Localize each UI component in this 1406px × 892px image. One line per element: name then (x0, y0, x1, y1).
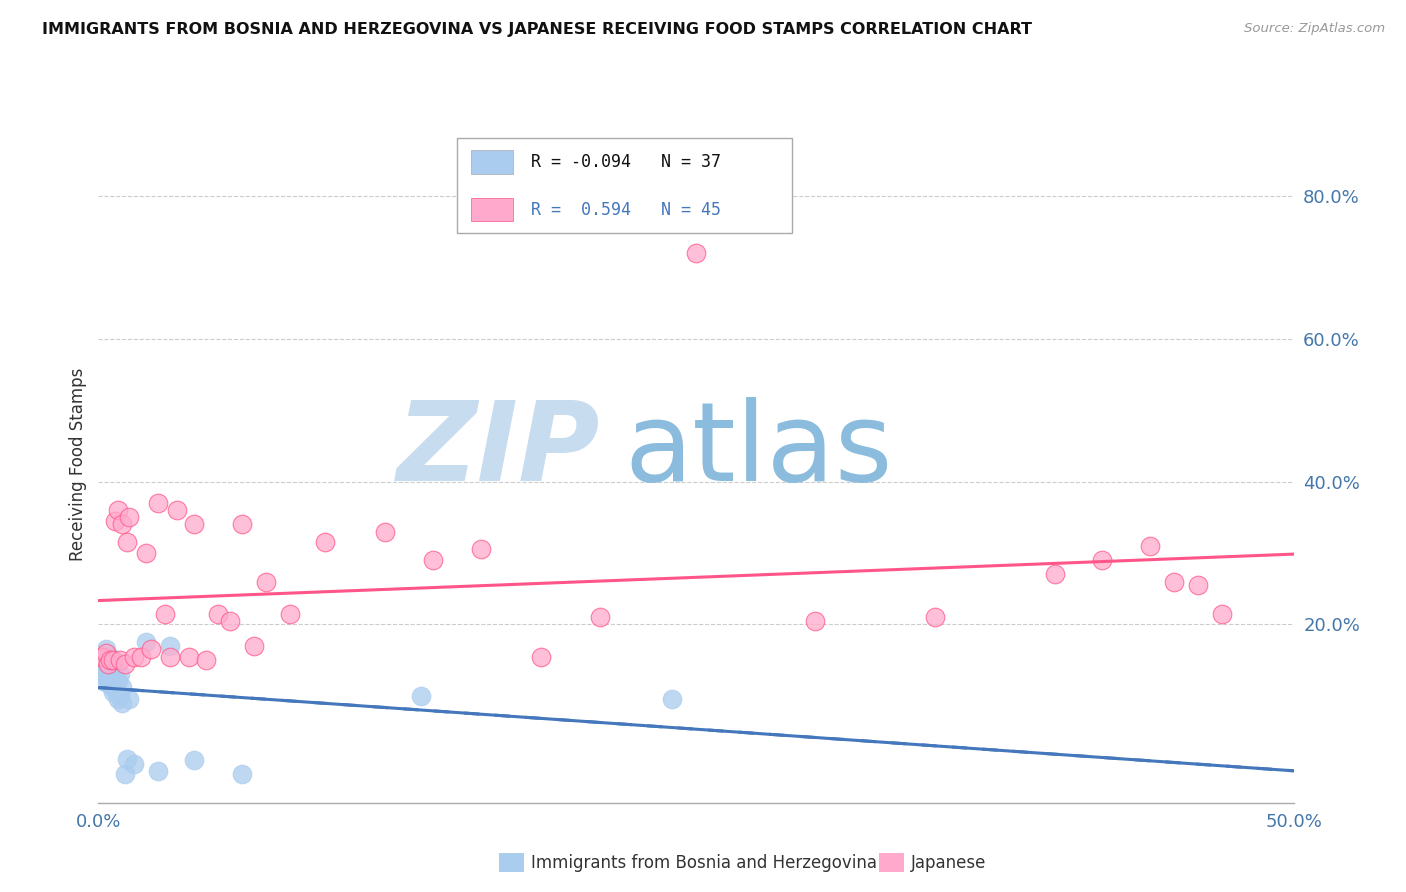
Point (207, 607, 229, 621)
Point (108, 667, 131, 681)
Point (131, 649, 153, 664)
Point (98, 649, 122, 664)
Point (118, 692, 141, 706)
Point (111, 517, 134, 532)
Point (101, 685, 124, 699)
Point (101, 676, 124, 690)
Point (124, 649, 146, 664)
Point (107, 692, 129, 706)
Point (411, 689, 433, 703)
Point (315, 535, 337, 549)
Point (91, 674, 114, 689)
Point (108, 689, 131, 703)
Point (470, 542, 492, 557)
Point (661, 692, 683, 706)
Point (111, 696, 134, 710)
Point (804, 614, 827, 628)
FancyBboxPatch shape (457, 138, 792, 234)
Point (374, 524, 396, 539)
Point (115, 535, 138, 549)
Point (104, 671, 127, 685)
Point (90, 667, 112, 681)
Point (529, 649, 551, 664)
Point (111, 680, 134, 694)
Point (94, 657, 117, 671)
Point (94, 646, 117, 660)
Point (1211, 607, 1233, 621)
Point (107, 674, 129, 689)
Point (94, 642, 117, 657)
FancyBboxPatch shape (471, 198, 513, 221)
Point (114, 767, 136, 781)
Point (115, 751, 138, 765)
Point (104, 660, 127, 674)
Point (90, 649, 112, 664)
Point (254, 574, 277, 589)
Point (97, 669, 120, 683)
Point (148, 764, 170, 778)
Text: atlas: atlas (624, 397, 893, 504)
Point (101, 665, 124, 680)
Point (108, 653, 131, 667)
Point (98, 678, 122, 692)
Text: R = -0.094   N = 37: R = -0.094 N = 37 (531, 153, 721, 171)
Point (422, 553, 444, 567)
Point (97, 662, 120, 676)
Point (104, 683, 127, 698)
Point (1187, 578, 1209, 592)
Point (135, 546, 157, 560)
Point (243, 639, 266, 653)
Point (91, 649, 114, 664)
Point (118, 510, 141, 524)
Point (219, 614, 242, 628)
Point (924, 610, 946, 624)
Point (104, 514, 127, 528)
Point (90, 653, 112, 667)
Point (139, 642, 162, 657)
Text: IMMIGRANTS FROM BOSNIA AND HERZEGOVINA VS JAPANESE RECEIVING FOOD STAMPS CORRELA: IMMIGRANTS FROM BOSNIA AND HERZEGOVINA V… (42, 22, 1032, 37)
Point (166, 503, 188, 517)
Point (1091, 553, 1114, 567)
Point (183, 753, 205, 767)
Point (97, 657, 120, 671)
Point (135, 635, 157, 649)
Point (1163, 574, 1185, 589)
Point (94, 671, 117, 685)
Point (107, 503, 129, 517)
Y-axis label: Receiving Food Stamps: Receiving Food Stamps (69, 368, 87, 560)
Point (91, 649, 114, 664)
Point (278, 607, 301, 621)
Point (98, 667, 122, 681)
Point (179, 649, 201, 664)
Text: R =  0.594   N = 45: R = 0.594 N = 45 (531, 201, 721, 219)
Point (1043, 567, 1066, 582)
Text: ZIP: ZIP (396, 397, 600, 504)
Point (91, 660, 114, 674)
Point (231, 517, 253, 532)
Point (148, 496, 170, 510)
Point (685, 246, 707, 260)
Point (159, 639, 181, 653)
Text: Source: ZipAtlas.com: Source: ZipAtlas.com (1244, 22, 1385, 36)
Text: Immigrants from Bosnia and Herzegovina: Immigrants from Bosnia and Herzegovina (531, 854, 877, 871)
Point (98, 653, 122, 667)
Point (183, 517, 205, 532)
Point (114, 657, 136, 671)
Point (159, 649, 181, 664)
Point (194, 653, 217, 667)
Point (1139, 539, 1161, 553)
Text: Japanese: Japanese (911, 854, 987, 871)
Point (101, 653, 124, 667)
Point (589, 610, 612, 624)
Point (124, 756, 146, 771)
Point (231, 767, 253, 781)
Point (155, 607, 177, 621)
FancyBboxPatch shape (471, 150, 513, 174)
Point (98, 657, 122, 671)
